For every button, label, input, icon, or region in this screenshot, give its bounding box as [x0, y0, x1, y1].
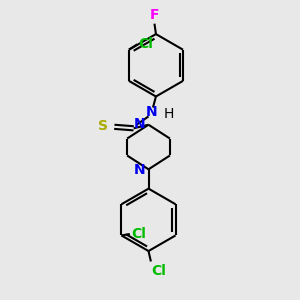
Text: Cl: Cl — [131, 227, 146, 241]
Text: N: N — [146, 105, 157, 119]
Text: N: N — [133, 163, 145, 177]
Text: Cl: Cl — [152, 263, 166, 278]
Text: F: F — [150, 8, 159, 22]
Text: S: S — [98, 119, 108, 133]
Text: H: H — [164, 107, 174, 121]
Text: Cl: Cl — [138, 37, 153, 51]
Text: N: N — [133, 117, 145, 131]
